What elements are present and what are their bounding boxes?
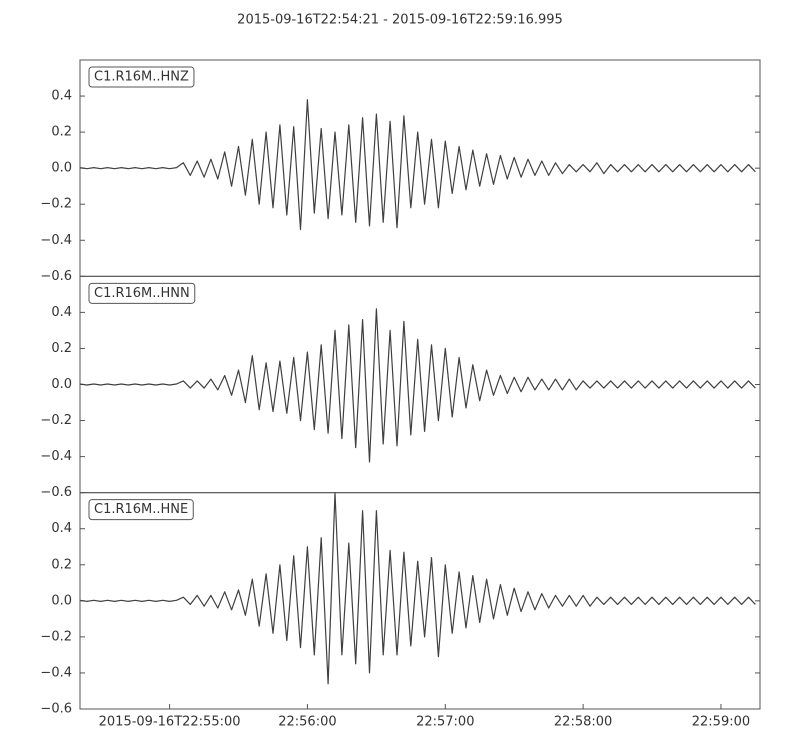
y-tick-label: −0.2: [40, 197, 72, 212]
trace-label: C1.R16M..HNE: [94, 502, 188, 517]
trace-label-box: [88, 282, 196, 304]
trace-label-box: [88, 66, 195, 88]
y-tick-label: −0.4: [40, 449, 72, 464]
y-tick-label: 0.4: [51, 521, 72, 536]
x-tick-label: 2015-09-16T22:55:00: [99, 715, 241, 730]
y-tick-label: 0.4: [51, 89, 72, 104]
waveform: [79, 492, 756, 685]
y-tick-label: 0.0: [51, 377, 72, 392]
x-tick-label: 22:57:00: [416, 715, 474, 730]
y-tick-label: 0.4: [51, 305, 72, 320]
x-tick-label: 22:59:00: [692, 715, 750, 730]
waveform: [79, 99, 756, 231]
panel-frame: [79, 492, 761, 710]
x-tick-label: 22:56:00: [278, 715, 336, 730]
y-tick-label: −0.4: [40, 233, 72, 248]
trace-label: C1.R16M..HNN: [94, 286, 190, 301]
chart-title: 2015-09-16T22:54:21 - 2015-09-16T22:59:1…: [237, 13, 563, 28]
y-tick-label: −0.6: [40, 269, 72, 284]
x-tick-label: 22:58:00: [554, 715, 612, 730]
y-tick-label: 0.0: [51, 161, 72, 176]
trace-label-box: [88, 499, 194, 521]
y-tick-label: −0.6: [40, 702, 72, 717]
y-tick-label: 0.2: [51, 341, 72, 356]
y-tick-label: 0.2: [51, 557, 72, 572]
trace-label: C1.R16M..HNZ: [94, 70, 189, 85]
y-tick-label: −0.2: [40, 413, 72, 428]
y-tick-label: −0.4: [40, 665, 72, 680]
y-tick-label: −0.2: [40, 629, 72, 644]
y-tick-label: −0.6: [40, 485, 72, 500]
y-tick-label: 0.2: [51, 125, 72, 140]
waveform: [79, 308, 756, 463]
y-tick-label: 0.0: [51, 593, 72, 608]
